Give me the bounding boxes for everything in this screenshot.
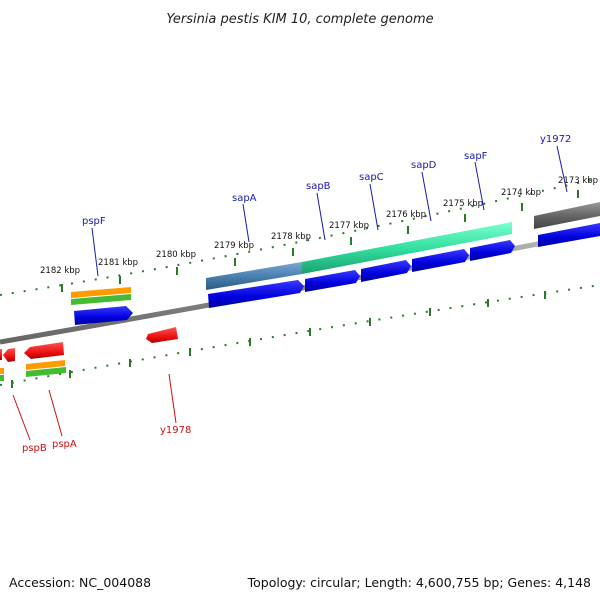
- gene-label[interactable]: pspF: [82, 216, 106, 227]
- tick-label: 2179 kbp: [214, 241, 254, 251]
- stripe-features: [0, 287, 131, 381]
- tick-label: 2175 kbp: [443, 199, 483, 209]
- major-ticks: [11, 190, 579, 388]
- tick-label: 2176 kbp: [386, 210, 426, 220]
- reverse-cds: [0, 327, 178, 362]
- gene-label[interactable]: sapA: [232, 193, 257, 204]
- leader-lines-forward: [91, 145, 568, 277]
- gene-label[interactable]: sapD: [411, 160, 437, 171]
- gray-feature: [534, 202, 600, 229]
- tick-labels: 2182 kbp 2181 kbp 2180 kbp 2179 kbp 2178…: [40, 176, 598, 276]
- tick-track-lower: [0, 284, 600, 386]
- reverse-gene-labels: pspB pspA y1978: [22, 425, 191, 454]
- forward-cds: [74, 223, 600, 325]
- tick-label: 2182 kbp: [40, 266, 80, 276]
- gene-label[interactable]: y1978: [160, 425, 191, 436]
- forward-gene-labels: pspF sapA sapB sapC sapD sapF y1972: [82, 134, 571, 227]
- operon-band: [206, 222, 512, 290]
- tick-label: 2180 kbp: [156, 250, 196, 260]
- accession-text: Accession: NC_004088: [9, 575, 151, 590]
- gene-label[interactable]: pspA: [52, 439, 77, 450]
- gene-label[interactable]: y1972: [540, 134, 571, 145]
- tick-label: 2174 kbp: [501, 188, 541, 198]
- gene-label[interactable]: sapC: [359, 172, 384, 183]
- map-title: Yersinia pestis KIM 10, complete genome: [166, 12, 433, 27]
- leader-lines-reverse: [12, 373, 177, 441]
- gene-label[interactable]: pspB: [22, 443, 47, 454]
- tick-label: 2173 kbp: [558, 176, 598, 186]
- tick-label: 2181 kbp: [98, 258, 138, 268]
- gene-label[interactable]: sapF: [464, 151, 488, 162]
- tick-label: 2178 kbp: [271, 232, 311, 242]
- genome-summary-text: Topology: circular; Length: 4,600,755 bp…: [247, 575, 591, 590]
- tick-label: 2177 kbp: [329, 221, 369, 231]
- gene-label[interactable]: sapB: [306, 181, 331, 192]
